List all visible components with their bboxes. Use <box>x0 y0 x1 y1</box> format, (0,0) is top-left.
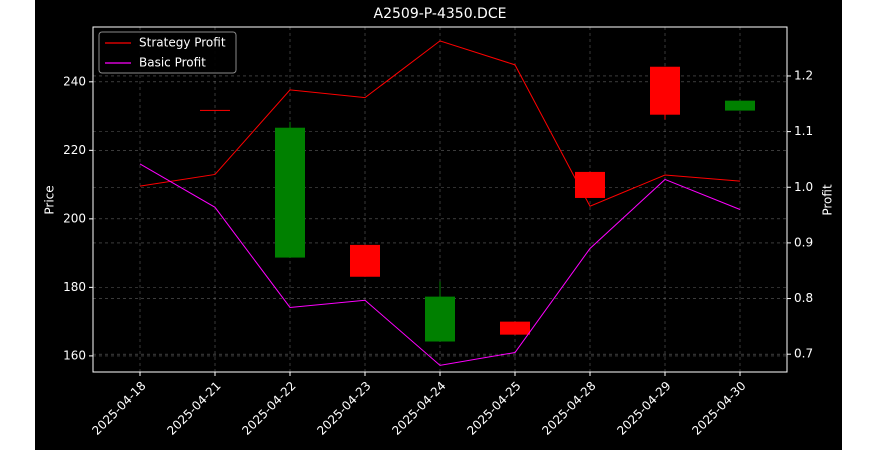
profit-line <box>139 40 741 207</box>
chart-title: A2509-P-4350.DCE <box>374 6 507 22</box>
y2-axis-label: Profit <box>821 184 835 216</box>
y-tick-label: 200 <box>63 211 86 225</box>
candle-body <box>650 66 680 115</box>
y2-tick-label: 0.9 <box>794 235 813 249</box>
legend-label: Strategy Profit <box>139 36 226 50</box>
profit-line <box>139 163 741 366</box>
plot-frame <box>92 26 788 373</box>
candle-body <box>425 296 455 342</box>
y-tick-label: 220 <box>63 143 86 157</box>
y2-tick-label: 1.0 <box>794 180 813 194</box>
y-tick-label: 160 <box>63 348 86 362</box>
candle-body <box>725 100 755 111</box>
candle-body <box>575 171 605 198</box>
legend-label: Basic Profit <box>139 56 206 70</box>
candle-body <box>200 109 230 111</box>
candle-body <box>500 321 530 335</box>
y2-tick-label: 0.8 <box>794 291 813 305</box>
background <box>35 0 842 450</box>
y2-tick-label: 1.2 <box>794 68 813 82</box>
y2-tick-label: 1.1 <box>794 124 813 138</box>
candle-body <box>275 127 305 258</box>
legend-box <box>98 31 237 74</box>
candle-body <box>350 244 380 277</box>
y-axis-label: Price <box>43 185 57 214</box>
y-tick-label: 180 <box>63 280 86 294</box>
y-tick-label: 240 <box>63 74 86 88</box>
y2-tick-label: 0.7 <box>794 347 813 361</box>
